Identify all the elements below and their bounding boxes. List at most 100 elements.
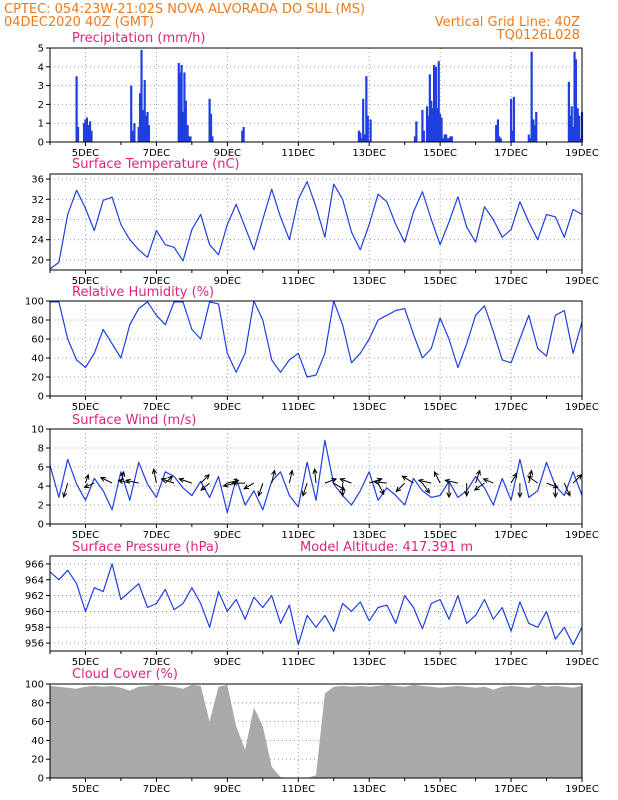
x-tick-label: 11DEC [281, 657, 315, 668]
y-tick-label: 3 [38, 81, 44, 92]
temperature-panel: Surface Temperature (nC) 20 24 28 32 36 5DEC 7… [31, 157, 599, 287]
precip-bar [567, 81, 570, 142]
header-station: CPTEC: 054:23W-21:02S NOVA ALVORADA DO S… [4, 2, 365, 17]
wind-arrow [99, 476, 113, 484]
wind-arrow [417, 478, 432, 484]
precip-bar [133, 123, 136, 142]
x-tick-label: 15DEC [423, 530, 457, 541]
wind-arrow [377, 482, 385, 496]
wind-arrow [62, 482, 69, 499]
pressure-title: Surface Pressure (hPa) [72, 540, 219, 555]
x-tick-label: 7DEC [143, 402, 170, 413]
precip-bar [440, 117, 443, 142]
precip-bar [576, 108, 579, 142]
y-tick-label: 80 [31, 316, 44, 327]
plot-frame [49, 555, 583, 652]
y-tick-label: 36 [31, 175, 44, 186]
precipitation-panel: Precipitation (mm/h) 0 1 2 3 4 5 5DEC 7DEC 9DEC 1… [38, 31, 599, 159]
precip-bar [428, 74, 431, 142]
precip-bar [147, 125, 151, 142]
y-tick-label: 0 [38, 138, 44, 149]
x-tick-label: 17DEC [494, 657, 528, 668]
x-tick-label: 5DEC [72, 657, 99, 668]
y-tick-label: 958 [25, 623, 44, 634]
precip-bar [187, 136, 191, 142]
x-tick-label: 15DEC [423, 402, 457, 413]
x-tick-label: 13DEC [352, 657, 386, 668]
x-tick-label: 7DEC [143, 784, 170, 795]
x-tick-label: 5DEC [72, 784, 99, 795]
y-tick-label: 80 [31, 698, 44, 709]
x-tick-label: 7DEC [143, 657, 170, 668]
x-tick-label: 5DEC [72, 530, 99, 541]
x-tick-label: 19DEC [565, 530, 599, 541]
precip-bar [241, 130, 244, 142]
y-tick-label: 100 [25, 680, 44, 691]
temperature-title: Surface Temperature (nC) [72, 157, 240, 172]
wind-arrow [421, 482, 431, 494]
precip-bar [569, 115, 572, 142]
x-tick-label: 13DEC [352, 276, 386, 287]
pressure-panel: Surface Pressure (hPa) Model Altitude: 4… [25, 540, 599, 668]
precip-bar [511, 130, 514, 142]
x-tick-label: 17DEC [494, 276, 528, 287]
precip-bar [360, 138, 363, 142]
y-tick-label: 40 [31, 354, 44, 365]
x-tick-label: 19DEC [565, 148, 599, 159]
precip-bar [186, 125, 189, 142]
precip-bar [430, 100, 433, 142]
precip-bar [449, 136, 452, 142]
precip-bar [439, 113, 442, 142]
precip-bar [450, 136, 453, 142]
precip-bar [498, 136, 501, 142]
precip-bar [425, 106, 429, 142]
precip-bar [578, 115, 581, 142]
wind-arrow [475, 469, 481, 484]
precip-bar [211, 136, 214, 142]
y-tick-label: 60 [31, 717, 44, 728]
plot-border [49, 47, 583, 143]
model-altitude-label: Model Altitude: 417.391 m [300, 540, 473, 555]
y-tick-label: 40 [31, 736, 44, 747]
precip-bar [177, 63, 180, 142]
precip-bar [570, 106, 573, 142]
precip-bar [499, 138, 502, 142]
x-tick-label: 9DEC [214, 657, 241, 668]
precip-bar [572, 126, 575, 142]
x-tick-label: 13DEC [352, 784, 386, 795]
precipitation-title: Precipitation (mm/h) [72, 31, 205, 46]
y-tick-label: 962 [25, 591, 44, 602]
x-tick-label: 19DEC [565, 657, 599, 668]
wind-arrow [117, 478, 130, 484]
y-tick-label: 960 [25, 607, 44, 618]
precip-bar [574, 59, 578, 142]
wind-arrow [271, 469, 277, 484]
precip-bar [75, 76, 78, 142]
x-tick-label: 11DEC [281, 784, 315, 795]
precip-bar [445, 134, 448, 142]
x-tick-label: 11DEC [281, 148, 315, 159]
x-tick-label: 17DEC [494, 148, 528, 159]
precip-bar [422, 130, 425, 142]
precip-bar [436, 108, 439, 142]
wind-arrow [84, 473, 90, 484]
y-tick-label: 24 [31, 235, 44, 246]
precip-bar [85, 117, 88, 142]
y-tick-label: 20 [31, 755, 44, 766]
precip-bar [140, 49, 143, 142]
wind-arrow [546, 482, 559, 489]
y-tick-label: 2 [38, 501, 44, 512]
precip-bar [530, 51, 533, 143]
wind-arrow [178, 477, 193, 484]
header-model: TQ0126L028 [496, 28, 580, 43]
precip-bar [579, 138, 582, 142]
wind-arrow [552, 483, 559, 499]
wind-arrow [301, 482, 308, 497]
precip-bar [529, 138, 532, 142]
plot-border [49, 300, 583, 397]
x-tick-label: 13DEC [352, 530, 386, 541]
x-tick-label: 15DEC [423, 276, 457, 287]
precip-bar [363, 134, 367, 142]
precip-bar [431, 108, 434, 142]
wind-arrow [433, 470, 441, 484]
